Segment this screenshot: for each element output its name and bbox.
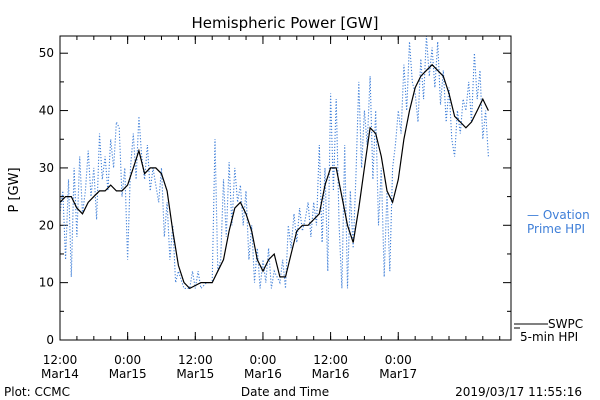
plot-frame [59,35,512,341]
plot-credit: Plot: CCMC [4,385,70,399]
y-tick-label: 30 [39,161,54,175]
plot-timestamp: 2019/03/17 11:55:16 [455,385,582,399]
series-line-ovation [59,35,489,290]
x-tick-label-date: Mar14 [41,367,79,381]
x-tick-label-time: 0:00 [249,353,276,367]
legend-swpc: SWPC 5-min HPI [514,317,583,344]
y-tick-label: 50 [39,46,54,60]
series-line-swpc [59,63,489,290]
legend-swpc-line1: SWPC [548,317,583,331]
x-tick-label-time: 12:00 [313,353,348,367]
x-axis-ticks: 12:00Mar140:00Mar1512:00Mar150:00Mar1612… [41,36,501,381]
y-axis-label: P [GW] [7,167,22,212]
y-axis-ticks: 0 10 20 30 40 50 [39,46,511,347]
x-tick-label-date: Mar17 [379,367,417,381]
y-tick-label: 10 [39,276,54,290]
y-tick-label: 20 [39,218,54,232]
legend-ovation: — Ovation Prime HPI [527,208,590,236]
chart-title: Hemispheric Power [GW] [192,14,379,32]
x-tick-label-date: Mar15 [176,367,214,381]
x-tick-label-time: 12:00 [178,353,213,367]
x-tick-label-date: Mar16 [244,367,282,381]
y-tick-label: 40 [39,104,54,118]
x-tick-label-time: 0:00 [385,353,412,367]
x-tick-label-date: Mar15 [109,367,147,381]
legend-ovation-line2: Prime HPI [527,222,585,236]
x-tick-label-date: Mar16 [312,367,350,381]
legend-swpc-line2: 5-min HPI [520,330,578,344]
series-layer [59,35,489,290]
legend-ovation-line1: — Ovation [527,208,590,222]
y-tick-label: 0 [46,333,54,347]
x-axis-label: Date and Time [241,385,329,399]
x-tick-label-time: 0:00 [114,353,141,367]
x-tick-label-time: 12:00 [43,353,78,367]
